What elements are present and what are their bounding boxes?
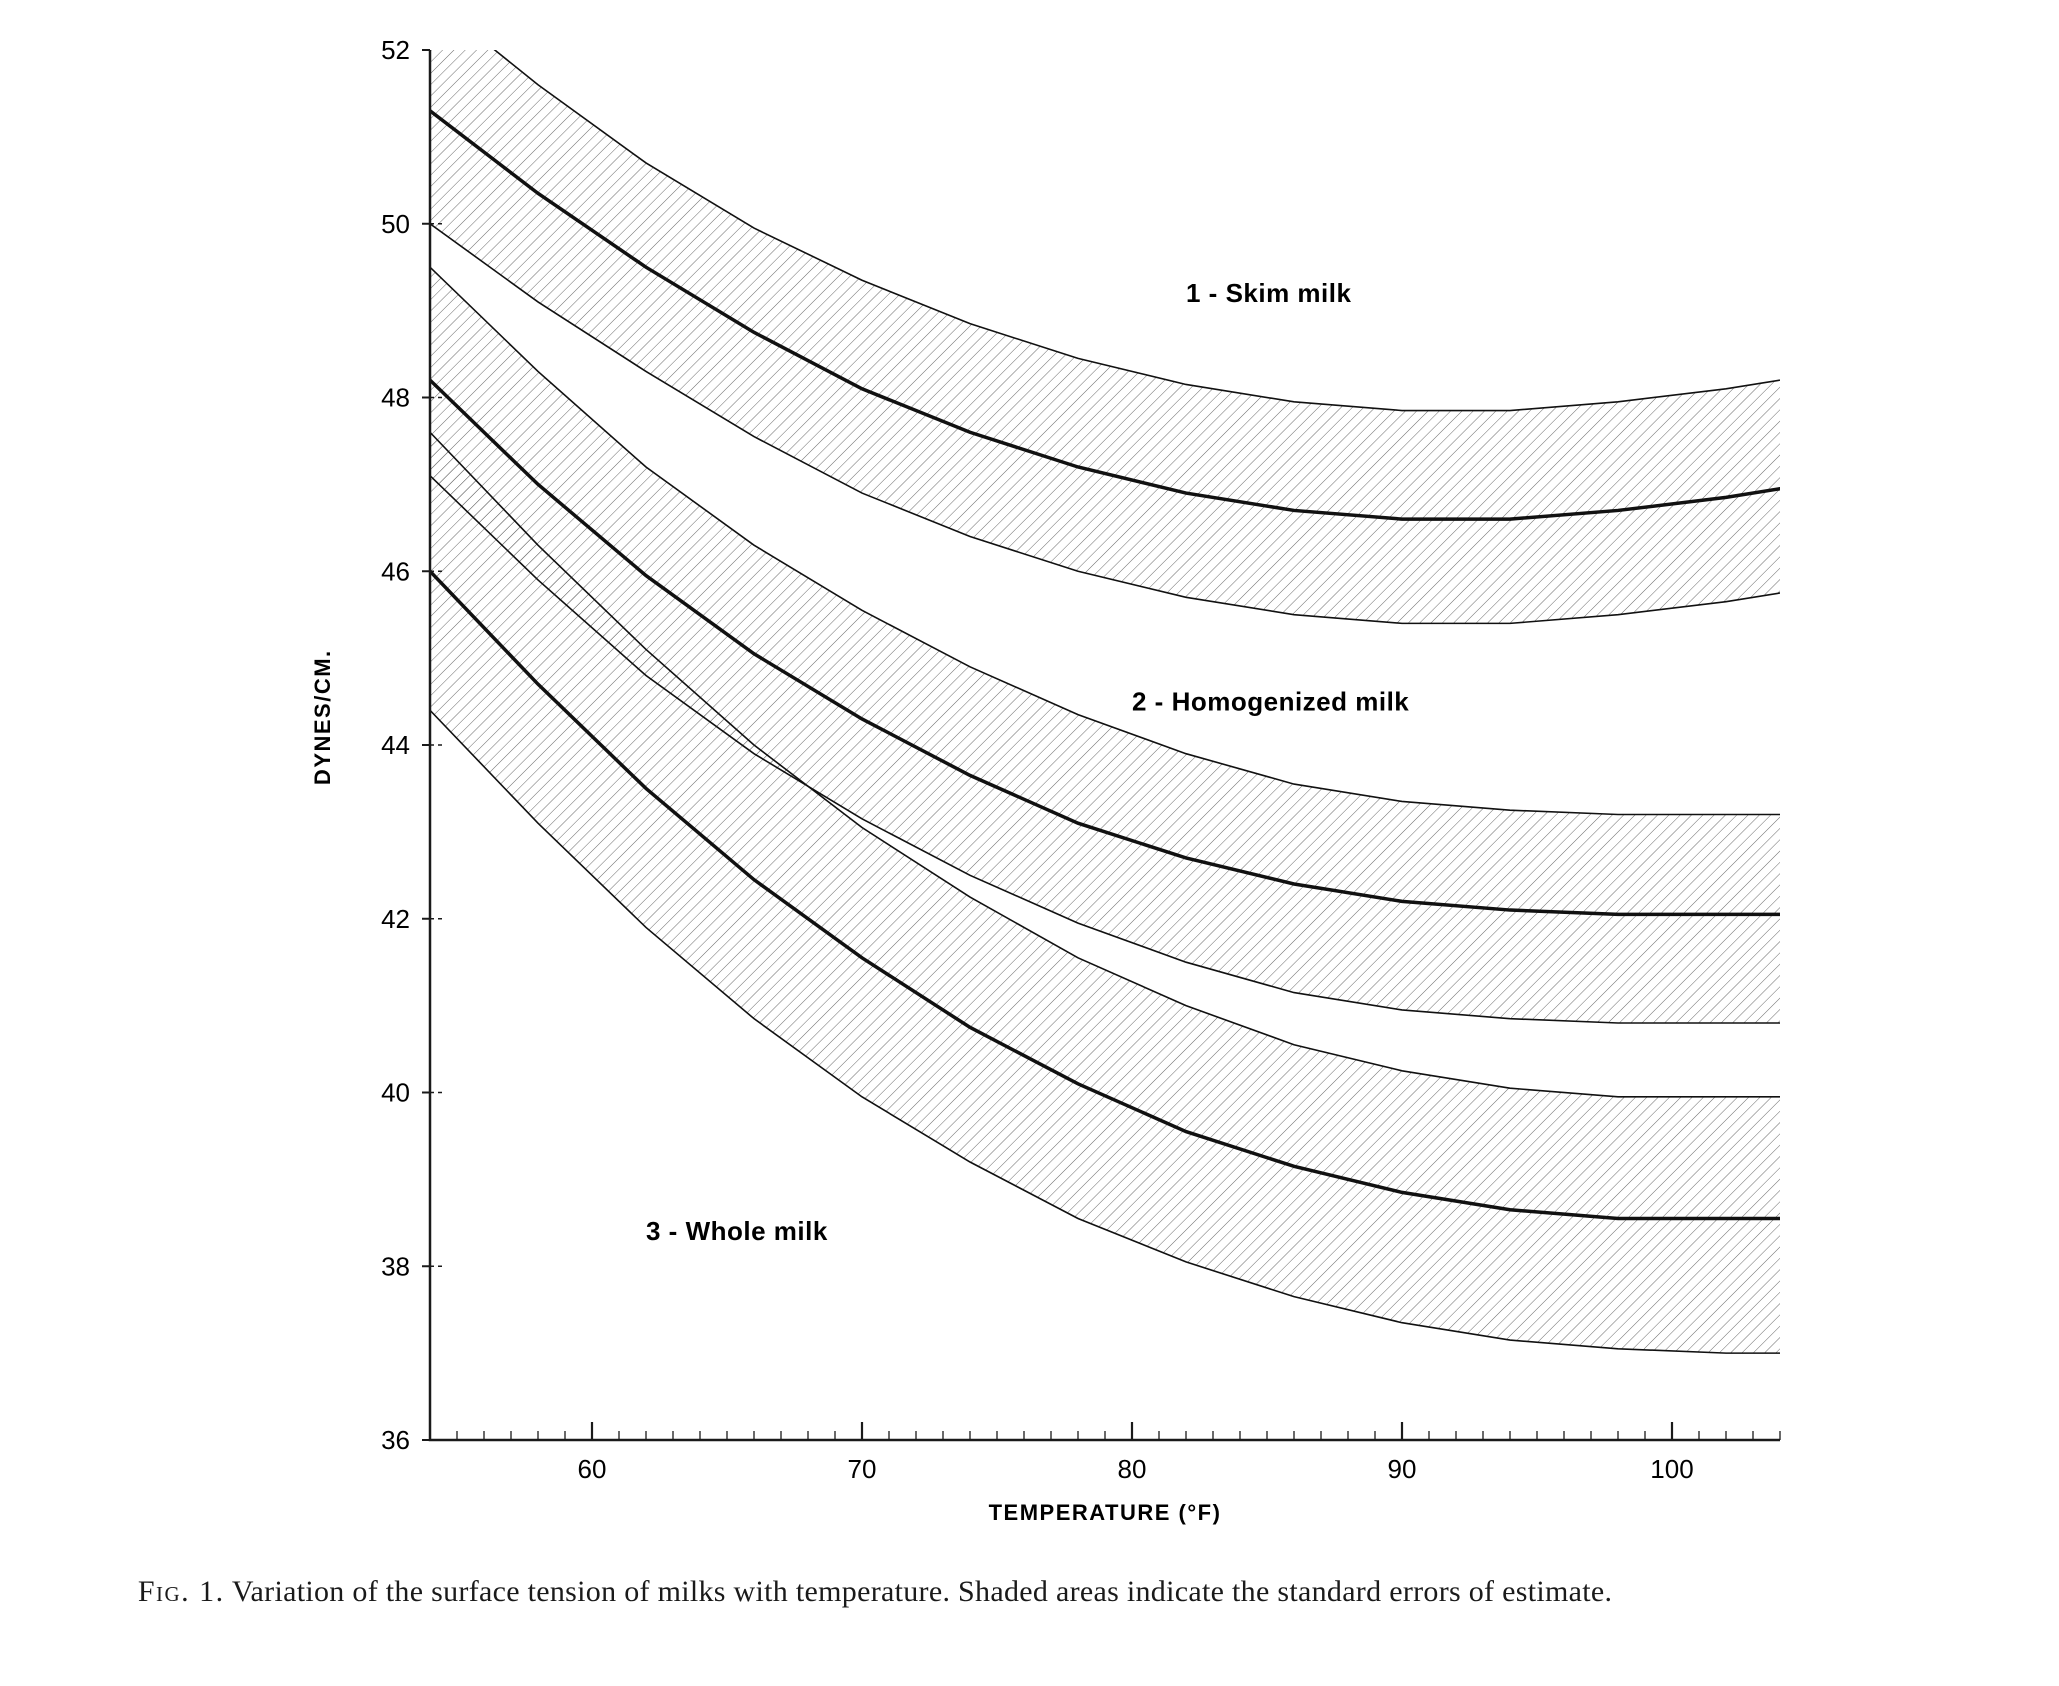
x-tick-label: 70 bbox=[848, 1454, 877, 1484]
chart-container: 36 38 40 42 44 46 48 50 52 60 70 80 90 100 TEMPERATURE… bbox=[280, 20, 1820, 1560]
y-tick-label: 48 bbox=[381, 383, 410, 413]
error-bands bbox=[430, 20, 1780, 1353]
series-label-homogenized: 2 - Homogenized milk bbox=[1132, 686, 1409, 716]
y-tick-label: 46 bbox=[381, 556, 410, 586]
x-axis-label: TEMPERATURE (°F) bbox=[989, 1500, 1222, 1525]
series-label-whole: 3 - Whole milk bbox=[646, 1216, 828, 1246]
x-tick-label: 80 bbox=[1118, 1454, 1147, 1484]
surface-tension-chart: 36 38 40 42 44 46 48 50 52 60 70 80 90 100 TEMPERATURE… bbox=[280, 20, 1820, 1560]
y-tick-label: 36 bbox=[381, 1425, 410, 1455]
y-tick-label: 38 bbox=[381, 1251, 410, 1281]
y-axis-label: DYNES/CM. bbox=[310, 649, 335, 785]
x-tick-label: 100 bbox=[1650, 1454, 1693, 1484]
y-tick-label: 44 bbox=[381, 730, 410, 760]
y-tick-label: 52 bbox=[381, 35, 410, 65]
y-tick-label: 42 bbox=[381, 904, 410, 934]
figure-caption-text: Variation of the surface tension of milk… bbox=[232, 1575, 1612, 1608]
series-label-skim: 1 - Skim milk bbox=[1186, 278, 1351, 308]
y-tick-label: 40 bbox=[381, 1078, 410, 1108]
figure-label: Fig. 1. bbox=[138, 1575, 225, 1608]
x-tick-label: 60 bbox=[578, 1454, 607, 1484]
y-tick-label: 50 bbox=[381, 209, 410, 239]
figure-caption: Fig. 1. Variation of the surface tension… bbox=[60, 1570, 1999, 1614]
x-tick-label: 90 bbox=[1388, 1454, 1417, 1484]
